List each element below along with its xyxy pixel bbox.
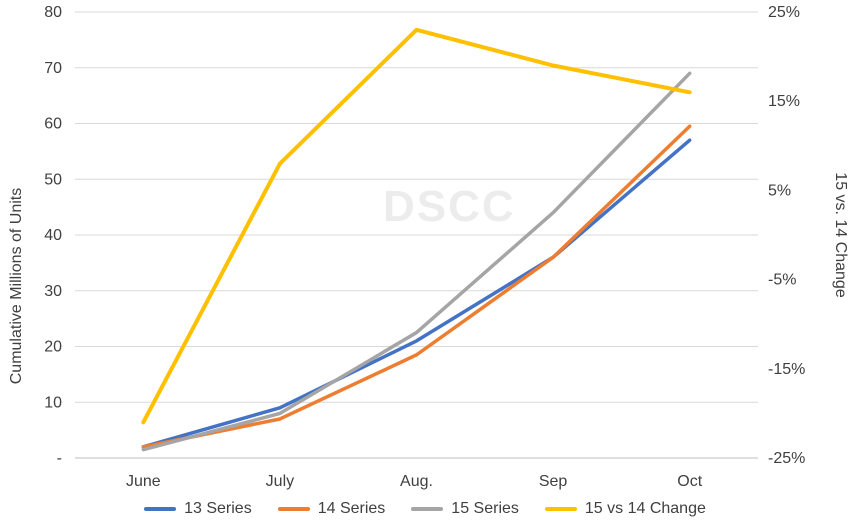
series-line-13-series	[141, 138, 692, 449]
x-axis-tick-label: Sep	[539, 473, 568, 490]
gridlines	[75, 11, 758, 403]
left-axis-tick-label: 80	[44, 4, 62, 21]
right-axis-tick-label: 15%	[768, 93, 800, 110]
x-axis-tick-label: Aug.	[400, 473, 433, 490]
left-axis-tick-label: 20	[44, 339, 62, 356]
chart-legend: 13 Series 14 Series 15 Series 15 vs 14 Chan…	[0, 493, 850, 525]
legend-item-15-series: 15 Series	[411, 500, 519, 518]
right-axis-tick-label: -5%	[768, 272, 796, 289]
axis-labels: - 10 20 30 40 50 60 70 80 -25% -15% -5% 5% 15% 25% June…	[44, 4, 805, 490]
series-line-15-series	[141, 71, 692, 452]
legend-marker	[411, 507, 444, 511]
legend-label: 15 Series	[451, 500, 519, 517]
left-axis-tick-label: 30	[44, 283, 62, 300]
left-axis-tick-label: 50	[44, 171, 62, 188]
right-axis-tick-label: 25%	[768, 4, 800, 21]
legend-marker	[544, 507, 577, 511]
left-axis-title: Cumulative Millions of Units	[8, 188, 25, 385]
series-lines	[141, 27, 692, 452]
legend-item-13-series: 13 Series	[144, 500, 252, 518]
x-axis-tick-label: Oct	[677, 473, 702, 490]
legend-label: 14 Series	[317, 500, 386, 517]
x-axis-tick-label: July	[266, 473, 294, 490]
legend-marker	[277, 507, 310, 511]
x-axis-tick-label: June	[126, 473, 161, 490]
left-axis-tick-label: 40	[44, 227, 62, 244]
left-axis-tick-label: 10	[44, 394, 62, 411]
legend-label: 15 vs 14 Change	[584, 500, 706, 517]
line-chart-canvas: Cumulative Millions of Units 15 vs. 14 C…	[8, 4, 849, 490]
right-axis-tick-label: -15%	[768, 361, 805, 378]
left-axis-tick-label: 70	[44, 60, 62, 77]
series-line-15-vs-14-change	[141, 27, 692, 425]
right-axis-tick-label: 5%	[768, 182, 791, 199]
legend-marker	[144, 507, 177, 511]
right-axis-title: 15 vs. 14 Change	[832, 172, 849, 298]
left-axis-tick-label: 60	[44, 116, 62, 133]
legend-item-15-vs-14-change: 15 vs 14 Change	[544, 500, 706, 518]
left-axis-tick-label: -	[57, 450, 62, 467]
series-line-14-series	[141, 124, 692, 449]
legend-label: 13 Series	[184, 500, 252, 517]
right-axis-tick-label: -25%	[768, 450, 805, 467]
legend-item-14-series: 14 Series	[277, 500, 386, 518]
